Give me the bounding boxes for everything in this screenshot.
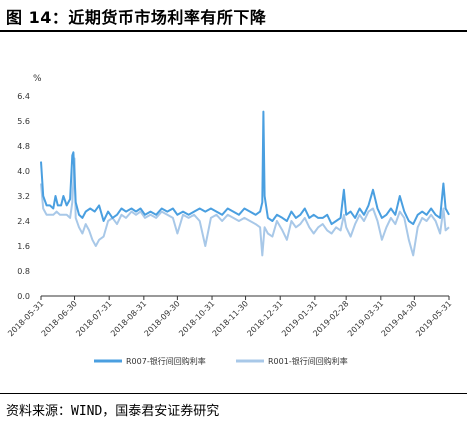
legend: R007-银行间回购利率 R001-银行间回购利率 [94, 356, 348, 366]
x-axis: 2018-05-312018-06-302018-07-312018-08-31… [6, 295, 453, 338]
y-tick-label: 4.8 [17, 142, 30, 151]
y-tick-label: 5.6 [17, 117, 30, 126]
x-tick-label: 2019-05-31 [414, 299, 453, 338]
x-tick-label: 2018-12-31 [245, 299, 284, 338]
series-lines [40, 110, 450, 257]
title-divider [0, 30, 467, 32]
figure-title: 图 14：近期货币市场利率有所下降 [6, 8, 267, 27]
x-tick-label: 2018-09-30 [143, 299, 182, 338]
legend-label-r001: R001-银行间回购利率 [268, 356, 348, 366]
y-tick-label: 1.6 [17, 242, 30, 251]
x-tick-marks: 2018-05-312018-06-302018-07-312018-08-31… [6, 296, 453, 338]
series-line-r001 [40, 157, 450, 257]
y-tick-label: 4.0 [17, 167, 30, 176]
y-tick-label: 3.2 [17, 192, 30, 201]
y-tick-label: 0.8 [17, 267, 30, 276]
y-tick-labels: 0.0 0.8 1.6 2.4 3.2 4.0 4.8 5.6 6.4 [17, 92, 30, 301]
source-divider [0, 393, 467, 394]
x-tick-label: 2018-11-30 [211, 299, 250, 338]
x-tick-label: 2018-07-31 [74, 299, 113, 338]
y-axis: % 0.0 0.8 1.6 2.4 3.2 4.0 4.8 5.6 6.4 [17, 74, 42, 301]
y-tick-label: 0.0 [17, 292, 30, 301]
legend-label-r007: R007-银行间回购利率 [126, 356, 206, 366]
rate-line-chart: % 0.0 0.8 1.6 2.4 3.2 4.0 4.8 5.6 6.4 2018-05-31… [6, 74, 453, 366]
y-unit-label: % [33, 74, 42, 84]
y-tick-label: 6.4 [17, 92, 30, 101]
y-tick-label: 2.4 [17, 217, 30, 226]
source-note: 资料来源：WIND，国泰君安证券研究 [6, 404, 220, 419]
x-tick-label: 2018-06-30 [40, 299, 79, 338]
series-line-r007 [40, 110, 450, 226]
x-tick-label: 2019-04-30 [380, 299, 419, 338]
